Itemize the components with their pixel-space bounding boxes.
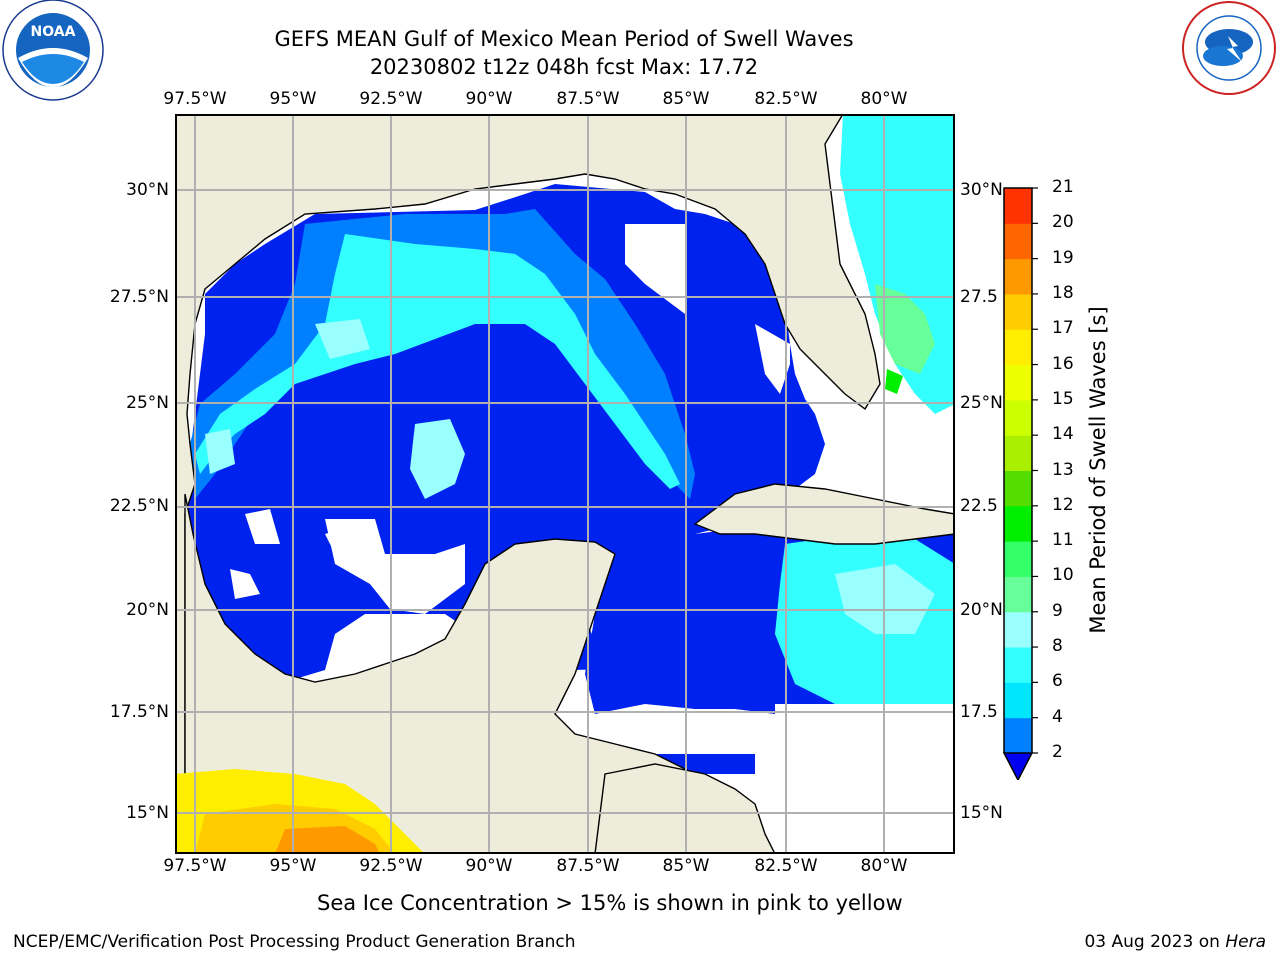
lon-label: 80°W [860, 89, 908, 109]
gridlines [175, 114, 955, 854]
swell-field-mid [190, 209, 695, 499]
noaa-logo-text: NOAA [31, 24, 76, 40]
colorbar-band [1004, 541, 1032, 577]
lon-label: 90°W [465, 89, 513, 109]
colorbar-band [1004, 293, 1032, 330]
noaa-logo-icon: NOAA [0, 0, 106, 106]
colorbar-tick-label: 8 [1052, 636, 1063, 657]
swell-field-lightcyan [315, 319, 370, 359]
lat-label: 20°N [960, 600, 1003, 620]
land-usa [174, 113, 881, 855]
colorbar-band [1004, 647, 1032, 683]
colorbar-tick-label: 9 [1052, 600, 1063, 621]
no-data-patch [625, 224, 685, 314]
swell-field-green [875, 284, 935, 374]
colorbar-band [1004, 611, 1032, 648]
lon-label: 92.5°W [359, 89, 423, 109]
colorbar-band [1004, 364, 1032, 401]
colorbar-band [1004, 717, 1032, 754]
lat-label: 30°N [960, 180, 1003, 200]
colorbar-band [1004, 576, 1032, 613]
no-data-patch [755, 704, 955, 854]
no-data-patch [245, 509, 280, 544]
colorbar-tick-label: 19 [1052, 247, 1074, 268]
lat-label: 22.5 [960, 496, 998, 516]
colorbar-svg [1002, 187, 1038, 782]
chart-title: GEFS MEAN Gulf of Mexico Mean Period of … [274, 27, 854, 51]
lat-label: 15°N [126, 803, 169, 823]
colorbar-band [1004, 682, 1032, 719]
lon-label: 95°W [269, 856, 317, 876]
lon-label: 87.5°W [556, 856, 620, 876]
swell-field-green-dark [885, 369, 903, 394]
colorbar-band [1004, 435, 1032, 471]
footer-right: 03 Aug 2023 on Hera [1084, 932, 1266, 952]
lon-label: 85°W [662, 89, 710, 109]
colorbar-tick-label: 12 [1052, 494, 1074, 515]
lon-label: 92.5°W [359, 856, 423, 876]
colorbar-band [1004, 470, 1032, 507]
colorbar-band [1004, 505, 1032, 542]
colorbar-tick-label: 16 [1052, 353, 1074, 374]
lon-label: 82.5°W [754, 89, 818, 109]
colorbar-extend-triangle [1002, 752, 1034, 782]
colorbar-tick-label: 17 [1052, 318, 1074, 339]
map-frame [175, 114, 955, 854]
colorbar-tick-label: 4 [1052, 706, 1063, 727]
no-data-patch [325, 526, 355, 550]
lat-label: 17.5°N [109, 702, 169, 722]
lon-label: 90°W [465, 856, 513, 876]
sea-ice-region-core [275, 826, 380, 854]
colorbar-tick-label: 15 [1052, 388, 1074, 409]
colorbar [996, 180, 1056, 782]
colorbar-band [1004, 329, 1032, 366]
swell-field-lightcyan [205, 429, 235, 474]
lat-label: 20°N [126, 600, 169, 620]
colorbar-band [1004, 223, 1032, 260]
map-svg [174, 113, 956, 855]
colorbar-tick-label: 13 [1052, 459, 1074, 480]
lon-label: 97.5°W [163, 856, 227, 876]
colorbar-tick-label: 10 [1052, 565, 1074, 586]
chart-subtitle: 20230802 t12z 048h fcst Max: 17.72 [369, 55, 759, 79]
colorbar-band [1004, 258, 1032, 295]
lat-label: 30°N [126, 180, 169, 200]
no-data-patch [325, 519, 465, 614]
colorbar-tick-label: 18 [1052, 282, 1074, 303]
colorbar-tick-label: 6 [1052, 671, 1063, 692]
colorbar-tick-label: 11 [1052, 530, 1074, 551]
footer-date: 03 Aug 2023 on [1084, 932, 1226, 952]
lat-label: 25°N [126, 393, 169, 413]
lat-label: 22.5°N [109, 496, 169, 516]
colorbar-tick-label: 21 [1052, 177, 1074, 197]
colorbar-band [1004, 188, 1032, 224]
lon-label: 85°W [662, 856, 710, 876]
lon-label: 80°W [860, 856, 908, 876]
lat-label: 27.5°N [109, 287, 169, 307]
colorbar-label: Mean Period of Swell Waves [s] [1086, 306, 1110, 634]
colorbar-tick-label: 14 [1052, 424, 1074, 445]
swell-field-lightcyan [410, 419, 465, 499]
lat-label: 17.5 [960, 702, 998, 722]
lon-label: 97.5°W [163, 89, 227, 109]
lat-label: 25°N [960, 393, 1003, 413]
lat-label: 15°N [960, 803, 1003, 823]
colorbar-tick-label: 20 [1052, 212, 1074, 233]
map-panel [174, 113, 956, 855]
nws-logo-icon [1178, 0, 1280, 100]
no-data-patch [755, 324, 790, 394]
sea-ice-caption: Sea Ice Concentration > 15% is shown in … [317, 891, 903, 915]
lon-label: 87.5°W [556, 89, 620, 109]
colorbar-tick-label: 2 [1052, 742, 1063, 762]
footer-left: NCEP/EMC/Verification Post Processing Pr… [13, 932, 576, 952]
lat-label: 27.5 [960, 287, 998, 307]
lon-label: 95°W [269, 89, 317, 109]
no-data-patch [230, 569, 260, 599]
colorbar-band [1004, 399, 1032, 436]
footer-host: Hera [1225, 932, 1266, 952]
lon-label: 82.5°W [754, 856, 818, 876]
